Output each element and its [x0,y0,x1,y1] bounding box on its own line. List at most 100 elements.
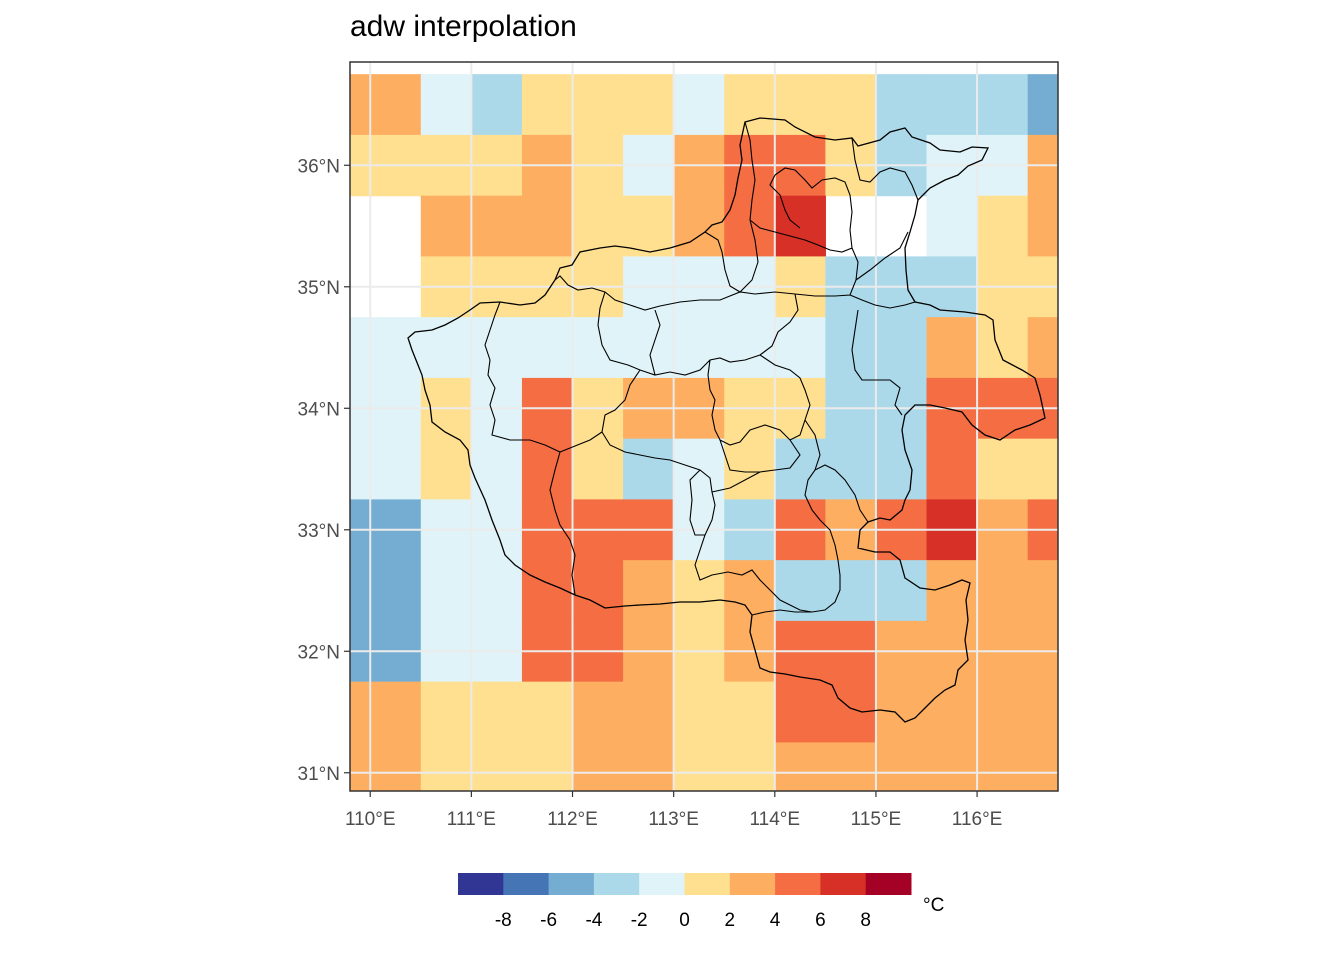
legend-swatch [548,873,595,895]
x-tick-label: 113°E [648,809,699,830]
heatmap-cell [471,560,523,622]
heatmap-cell [825,560,877,622]
x-axis: 110°E 111°E 112°E 113°E 114°E 115°E 116°E [345,791,1002,830]
y-tick-label: 36°N [298,156,340,177]
heatmap-cell [673,742,725,791]
heatmap-cell [977,742,1029,791]
heatmap-cell [623,438,675,500]
heatmap-cell [471,195,523,257]
heatmap-cell [572,195,624,257]
panel-border [349,61,1059,792]
heatmap-cell [623,74,675,136]
heatmap-cell [521,742,574,791]
heatmap-cell [471,742,523,791]
legend-swatch [729,873,776,895]
heatmap-cell [825,74,877,136]
x-tick-label: 115°E [851,809,902,830]
y-tick-label: 34°N [298,399,340,420]
heatmap-cell [875,74,928,136]
legend-tick-label: 8 [860,910,871,931]
plot-title: adw interpolation [350,10,577,43]
x-tick-label: 114°E [750,809,801,830]
heatmap-cell [977,195,1029,257]
legend-unit: °C [923,895,944,916]
heatmap-cell [977,560,1029,622]
heatmap-cell [977,681,1029,743]
heatmap-cell [471,74,523,136]
heatmap-cell [572,74,624,136]
heatmap-cell [420,681,472,743]
heatmap-cell [875,560,928,622]
heatmap-cell [724,195,776,257]
heatmap-cell [1027,317,1058,379]
legend-swatch [684,873,731,895]
heatmap-cell [774,742,826,791]
heatmap-cell [724,317,776,379]
heatmap-cell [370,317,422,379]
heatmap-cell [926,560,978,622]
heatmap-cell [572,681,624,743]
heatmap-cell [926,195,978,257]
heatmap-cell [521,681,574,743]
heatmap-cell [370,438,422,500]
heatmap-cell [1027,742,1058,791]
province-boundary [407,117,1046,723]
heatmap-cell [977,438,1029,500]
legend-swatch [593,873,640,895]
legend-tick-label: 0 [679,910,690,931]
heatmap-cell [370,74,422,136]
heatmap-cell [471,438,523,500]
heatmap-cell [774,195,826,257]
legend-tick-label: 6 [815,910,826,931]
heatmap-cell [420,195,472,257]
y-tick-label: 31°N [298,764,340,785]
heatmap-cell [572,560,624,622]
heatmap-cell [825,681,877,743]
legend-swatch [458,873,504,895]
heatmap-cell [774,681,826,743]
heatmap-cell [825,742,877,791]
heatmap-cell [350,317,371,379]
heatmap-cell [875,742,928,791]
heatmap-cell [350,74,371,136]
heatmap-cell [521,438,574,500]
heatmap-cell [774,74,826,136]
heatmap-cell [673,681,725,743]
heatmap-cell [350,742,371,791]
heatmap-cell [350,681,371,743]
legend-swatch [865,873,912,895]
outer-boundary [407,117,1046,723]
heatmap-cell [724,742,776,791]
heatmap-cells [350,74,1058,791]
x-tick-label: 110°E [345,809,396,830]
colorbar-legend: -8 -6 -4 -2 0 2 4 6 8 °C [458,873,944,931]
heatmap-cell [521,74,574,136]
legend-swatch [639,873,685,895]
inner-boundaries [484,121,919,616]
heatmap-cell [350,438,371,500]
legend-swatch [820,873,867,895]
heatmap-cell [724,74,776,136]
heatmap-cell [370,742,422,791]
legend-swatch [503,873,550,895]
heatmap-cell [420,438,472,500]
heatmap-cell [875,681,928,743]
heatmap-cell [724,681,776,743]
heatmap-cell [673,560,725,622]
heatmap-cell [420,742,472,791]
heatmap-cell [1027,195,1058,257]
legend-swatch [775,873,821,895]
heatmap-cell [572,438,624,500]
heatmap-cell [420,317,472,379]
y-tick-label: 35°N [298,278,340,299]
legend-tick-label: 4 [770,910,781,931]
heatmap-cell [572,742,624,791]
heatmap-cell [926,317,978,379]
heatmap-cell [471,681,523,743]
legend-tick-label: -6 [540,910,557,931]
heatmap-cell [370,560,422,622]
heatmap-cell [926,74,978,136]
heatmap-cell [420,560,472,622]
heatmap-cell [926,681,978,743]
